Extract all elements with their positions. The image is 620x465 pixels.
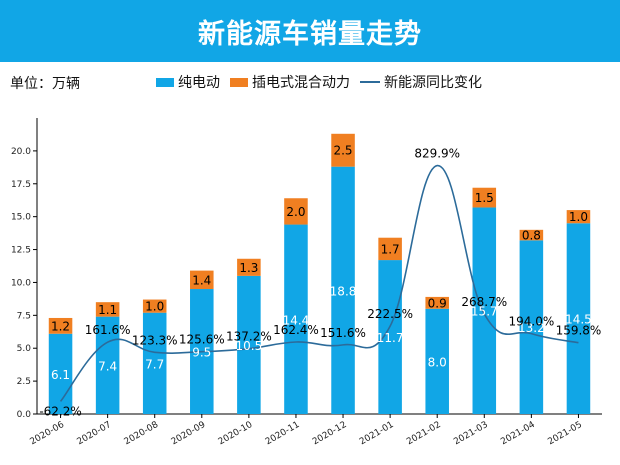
x-tick-label: 2021-04 [499, 420, 537, 448]
data-label-phev: 1.3 [239, 261, 258, 275]
data-label-growth: 194.0% [508, 315, 554, 329]
data-label-growth: 137.2% [226, 330, 272, 344]
data-label-growth: 125.6% [179, 333, 225, 347]
data-label-phev: 1.1 [98, 303, 117, 317]
data-label-bev: 15.7 [471, 305, 498, 319]
data-label-phev: 0.9 [428, 296, 447, 310]
bar-bev [331, 166, 355, 414]
unit-label: 单位：万辆 [10, 76, 80, 92]
bar-bev [378, 260, 402, 414]
legend-item-phev: 插电式混合动力 [230, 72, 350, 92]
data-label-bev: 18.8 [330, 284, 357, 298]
growth-line [59, 164, 579, 402]
y-tick-label: 17.5 [11, 180, 31, 190]
bar-bev [519, 240, 544, 414]
data-label-phev: 1.0 [145, 300, 164, 314]
data-label-bev: 11.7 [377, 331, 404, 345]
data-label-phev: 1.2 [51, 319, 70, 333]
x-tick-label: 2020-09 [170, 420, 208, 448]
legend-swatch-phev [230, 77, 248, 87]
data-label-phev: 0.8 [522, 229, 541, 243]
x-tick-label: 2020-07 [76, 420, 114, 447]
bar-bev [95, 316, 120, 414]
bar-phev [190, 270, 214, 290]
y-tick-label: 20.0 [11, 147, 31, 157]
data-label-growth: 268.7% [461, 295, 507, 309]
y-tick-label: 0.0 [17, 410, 32, 420]
data-label-growth: 162.4% [273, 323, 319, 337]
bar-phev [566, 210, 591, 224]
data-label-growth: 123.3% [132, 333, 178, 347]
data-label-phev: 2.5 [333, 144, 352, 158]
legend-swatch-growth [360, 81, 380, 83]
data-label-bev: 10.5 [236, 339, 263, 353]
legend-label-growth: 新能源同比变化 [384, 75, 482, 91]
y-tick-label: 10.0 [11, 278, 31, 288]
bar-bev [425, 308, 449, 414]
data-label-growth: 222.5% [367, 307, 413, 321]
data-label-phev: 1.0 [569, 210, 588, 224]
y-tick-label: 12.5 [11, 246, 31, 256]
legend-label-phev: 插电式混合动力 [252, 75, 350, 91]
legend: 纯电动 插电式混合动力 新能源同比变化 [156, 72, 492, 92]
data-label-phev: 2.0 [286, 205, 305, 219]
data-label-growth: 161.6% [85, 323, 131, 337]
data-label-bev: 7.7 [145, 357, 164, 371]
data-label-growth: 151.6% [320, 326, 366, 340]
legend-item-bev: 纯电动 [156, 72, 220, 92]
data-label-bev: 14.5 [565, 313, 592, 327]
y-tick-label: 5.0 [17, 344, 32, 354]
bar-phev [472, 187, 497, 208]
bar-phev [142, 299, 167, 313]
data-label-bev: 14.4 [283, 313, 310, 327]
data-label-growth: 159.8% [556, 324, 602, 338]
data-label-bev: 7.4 [98, 359, 117, 373]
x-tick-label: 2020-06 [28, 420, 66, 448]
data-label-growth: 829.9% [414, 147, 460, 161]
data-label-bev: 9.5 [192, 346, 211, 360]
bar-bev [142, 312, 167, 414]
x-tick-label: 2021-03 [452, 420, 490, 447]
bar-phev [378, 237, 402, 261]
y-tick-label: 2.5 [17, 377, 31, 387]
data-label-phev: 1.5 [475, 191, 494, 205]
bar-phev [284, 198, 308, 225]
bar-phev [425, 296, 449, 309]
data-label-bev: 6.1 [51, 368, 70, 382]
x-tick-label: 2020-12 [311, 420, 349, 447]
bar-bev [237, 275, 261, 414]
data-label-bev: 13.2 [518, 321, 545, 335]
chart-title: 新能源车销量走势 [0, 0, 620, 62]
y-tick-label: 7.5 [17, 311, 31, 321]
bar-bev [472, 207, 497, 414]
legend-swatch-bev [156, 77, 174, 87]
x-tick-label: 2020-10 [217, 420, 255, 448]
x-tick-label: 2020-08 [123, 420, 161, 448]
x-tick-label: 2021-01 [358, 420, 396, 447]
data-label-growth: -62.2% [39, 404, 81, 418]
legend-label-bev: 纯电动 [178, 75, 220, 91]
data-label-phev: 1.7 [381, 242, 400, 256]
x-tick-label: 2021-02 [405, 420, 443, 447]
bar-phev [237, 258, 261, 276]
data-label-bev: 8.0 [428, 355, 447, 369]
x-tick-label: 2021-05 [546, 420, 584, 447]
y-tick-label: 15.0 [11, 213, 31, 223]
data-label-phev: 1.4 [192, 273, 211, 287]
x-tick-label: 2020-11 [264, 420, 302, 447]
bar-bev [284, 224, 308, 414]
legend-item-growth: 新能源同比变化 [360, 72, 482, 92]
bar-bev [566, 223, 591, 414]
bar-phev [331, 133, 355, 167]
bar-phev [519, 229, 544, 241]
bar-phev [48, 317, 73, 334]
bar-phev [95, 302, 120, 317]
